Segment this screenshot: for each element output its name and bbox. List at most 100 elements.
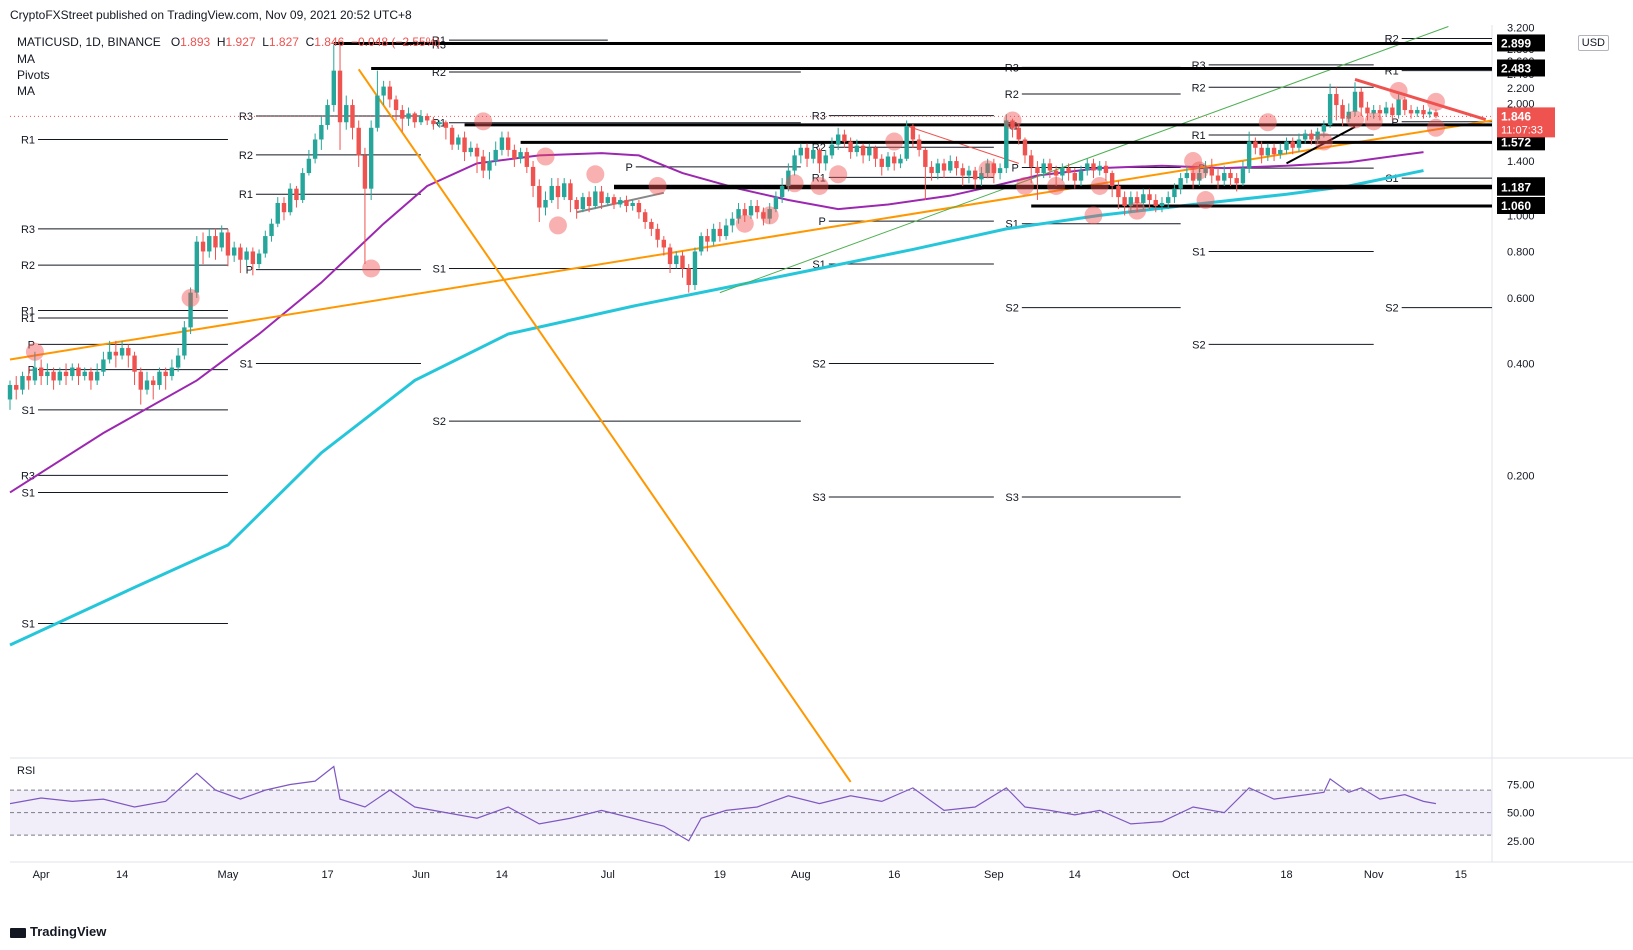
candle-body xyxy=(1371,110,1376,114)
x-tick-label: 15 xyxy=(1455,869,1467,881)
candle-body xyxy=(1346,111,1351,119)
candle-body xyxy=(979,173,984,180)
candle-body xyxy=(935,163,941,174)
candle-body xyxy=(960,168,965,176)
candle-body xyxy=(972,170,978,180)
pivot-label: R3 xyxy=(21,224,35,236)
currency-badge[interactable]: USD xyxy=(1577,35,1609,51)
pivot-label: S2 xyxy=(1005,303,1018,315)
candle-body xyxy=(1290,141,1295,148)
candle-body xyxy=(82,371,87,377)
candle-body xyxy=(1359,91,1364,108)
candle-body xyxy=(1147,194,1152,201)
candle-body xyxy=(910,125,916,140)
candle-body xyxy=(431,120,436,125)
candle-body xyxy=(723,225,729,237)
candle-body xyxy=(449,127,455,145)
candle-body xyxy=(885,156,891,167)
candle-body xyxy=(344,105,349,123)
candle-body xyxy=(300,173,305,201)
indicator-ma-1[interactable]: MA xyxy=(17,52,35,66)
candle-body xyxy=(1222,173,1227,181)
pivot-label: R2 xyxy=(21,260,35,272)
candle-body xyxy=(717,228,723,237)
candle-body xyxy=(182,327,187,356)
candle-body xyxy=(1421,110,1426,115)
candle-body xyxy=(1340,105,1345,119)
candle-body xyxy=(848,141,853,153)
candle-body xyxy=(188,292,193,328)
candle-body xyxy=(1016,127,1021,140)
x-tick-label: Jul xyxy=(601,869,615,881)
touch-marker xyxy=(1090,176,1109,195)
pivot-label: S3 xyxy=(1005,492,1018,504)
candle-body xyxy=(860,145,866,156)
candle-body xyxy=(1047,163,1053,171)
candle-body xyxy=(163,371,168,377)
candle-body xyxy=(175,355,181,368)
touch-marker xyxy=(548,216,567,235)
candle-body xyxy=(76,367,81,377)
candle-body xyxy=(1203,168,1208,174)
candle-body xyxy=(929,166,934,174)
pivot-label: S1 xyxy=(22,405,35,417)
candle-body xyxy=(1234,178,1239,184)
x-tick-label: 16 xyxy=(888,869,900,881)
x-tick-label: Nov xyxy=(1364,869,1384,881)
candle-body xyxy=(530,166,536,186)
candle-body xyxy=(736,209,741,219)
candle-body xyxy=(692,251,698,286)
symbol-ohlc-line[interactable]: MATICUSD, 1D, BINANCE O1.893 H1.927 L1.8… xyxy=(17,35,440,49)
candle-body xyxy=(1309,133,1314,140)
candle-body xyxy=(1402,99,1408,111)
pivot-label: S2 xyxy=(1385,303,1398,315)
trendline xyxy=(719,26,1449,294)
candle-body xyxy=(1197,173,1202,181)
y-tick-label: 1.400 xyxy=(1507,156,1535,168)
candle-body xyxy=(1259,147,1264,156)
candle-body xyxy=(45,371,50,377)
indicator-ma-2[interactable]: MA xyxy=(17,84,35,98)
candle-body xyxy=(144,380,150,390)
candle-body xyxy=(618,200,623,205)
touch-marker xyxy=(1003,111,1022,130)
touch-marker xyxy=(586,165,605,184)
symbol-label[interactable]: MATICUSD, 1D, BINANCE xyxy=(17,35,161,49)
candle-body xyxy=(954,161,959,169)
candle-body xyxy=(1433,112,1439,117)
x-tick-label: Oct xyxy=(1172,869,1189,881)
candle-body xyxy=(1278,149,1283,155)
touch-marker xyxy=(735,214,754,233)
candle-body xyxy=(779,185,785,198)
candle-body xyxy=(823,155,828,164)
candle-body xyxy=(468,147,473,153)
candle-body xyxy=(207,236,212,252)
touch-marker xyxy=(760,206,779,225)
candle-body xyxy=(70,367,75,377)
touch-marker xyxy=(648,176,667,195)
level-tag-label: 1.060 xyxy=(1501,199,1531,213)
indicator-pivots[interactable]: Pivots xyxy=(17,68,50,82)
candle-body xyxy=(1296,139,1302,148)
pivot-label: P xyxy=(1198,163,1205,175)
candle-body xyxy=(194,241,200,293)
candle-body xyxy=(966,170,972,176)
touch-marker xyxy=(1426,92,1445,111)
candle-body xyxy=(636,202,642,213)
candle-body xyxy=(711,228,716,242)
candle-body xyxy=(294,188,299,201)
candle-body xyxy=(356,127,361,156)
candle-body xyxy=(586,197,592,207)
trendline xyxy=(1286,125,1356,165)
pivot-label: S1 xyxy=(1192,246,1205,258)
pivot-label: S1 xyxy=(433,263,446,275)
candle-body xyxy=(611,197,617,205)
candle-body xyxy=(487,161,492,171)
candle-body xyxy=(88,371,94,381)
candle-body xyxy=(1085,163,1090,171)
candle-body xyxy=(649,222,654,229)
pivot-label: S2 xyxy=(812,358,825,370)
candle-body xyxy=(493,149,498,162)
touch-marker xyxy=(885,132,904,151)
